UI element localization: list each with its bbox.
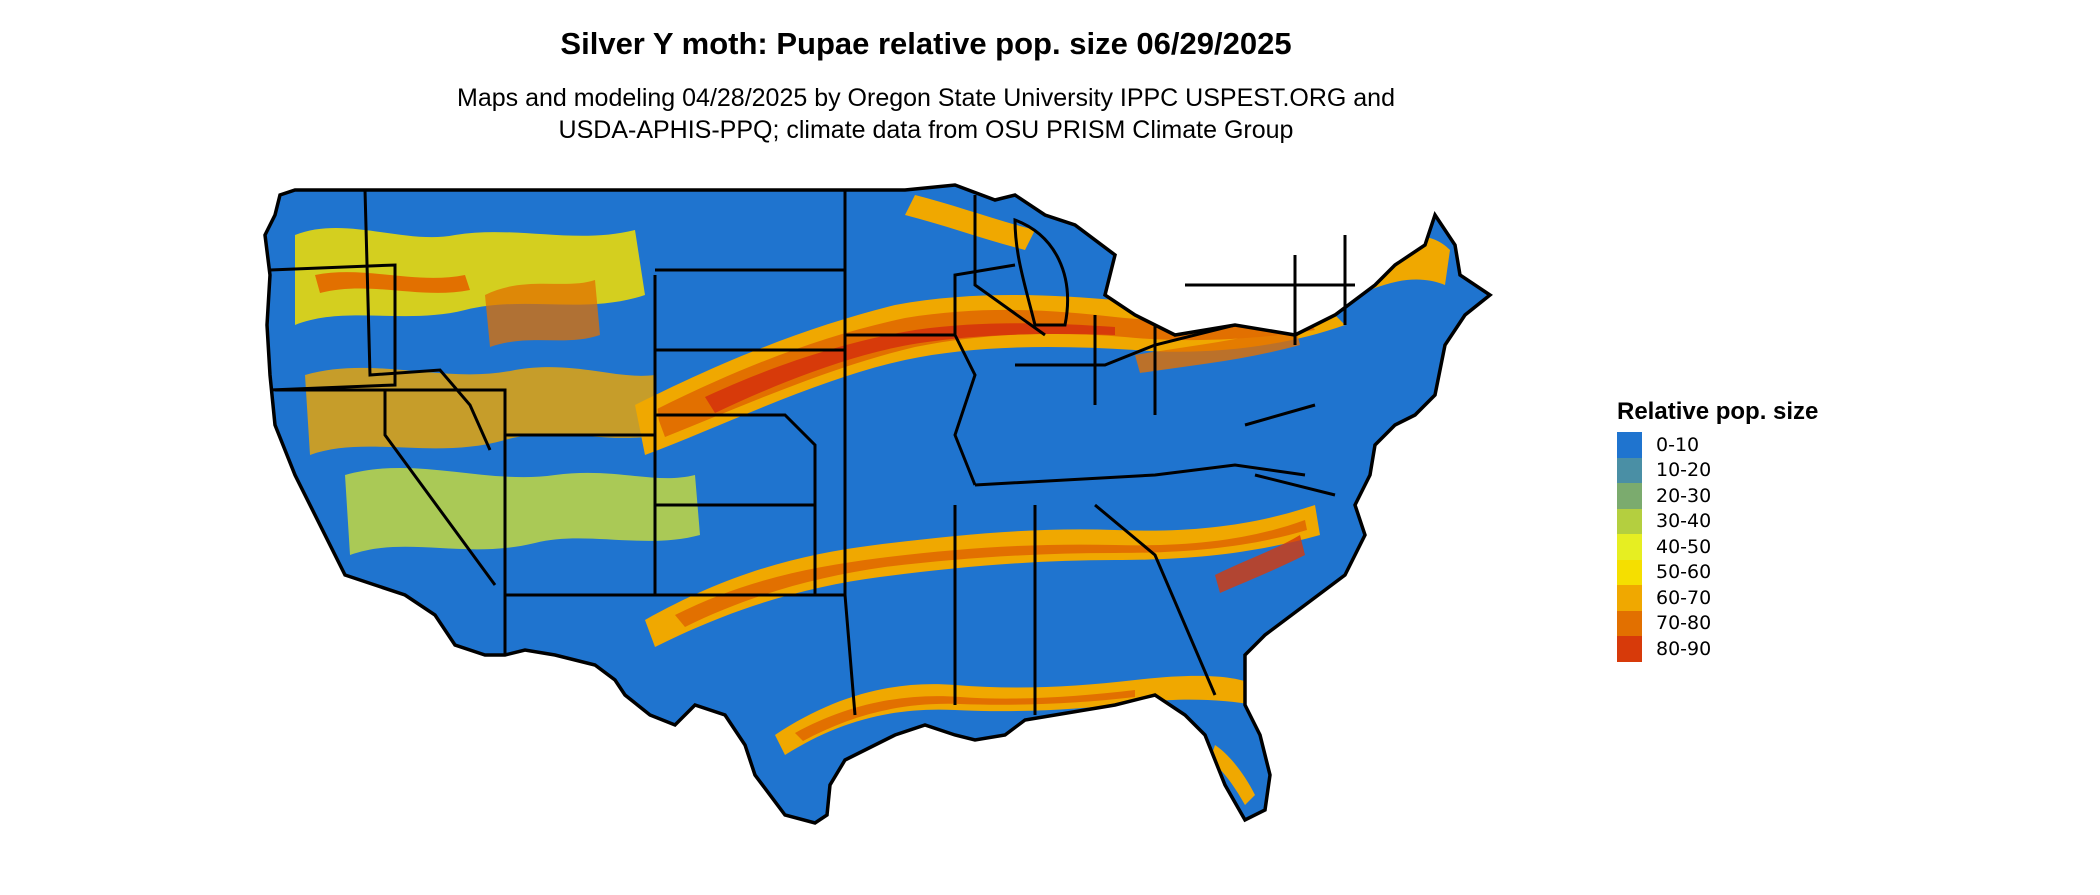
band-south-outer xyxy=(645,505,1320,647)
legend-item: 50-60 xyxy=(1617,559,1877,585)
band-florida xyxy=(1210,745,1255,805)
border-ga-sc xyxy=(1094,503,1217,696)
legend-item: 0-10 xyxy=(1617,432,1877,458)
state-borders xyxy=(269,189,1355,716)
map-subtitle: Maps and modeling 04/28/2025 by Oregon S… xyxy=(0,82,1852,146)
legend-swatch xyxy=(1617,585,1642,611)
legend-label: 50-60 xyxy=(1656,561,1712,584)
border-nc-sc xyxy=(1254,473,1336,497)
legend-swatch xyxy=(1617,534,1642,560)
band-wyoming xyxy=(485,280,600,347)
band-carolinas xyxy=(1215,535,1305,593)
us-map-svg xyxy=(263,183,1492,825)
legend-swatch xyxy=(1617,610,1642,636)
border-ks-ok xyxy=(655,503,817,595)
band-gulf-core xyxy=(795,690,1135,741)
legend-item: 60-70 xyxy=(1617,585,1877,611)
border-iowa-illinois xyxy=(845,333,977,486)
border-mississippi-west xyxy=(843,190,857,716)
border-ohio-river xyxy=(1015,323,1236,367)
border-idaho xyxy=(363,189,492,451)
border-virginia xyxy=(1244,403,1316,427)
legend-swatch xyxy=(1617,508,1642,534)
legend-item: 30-40 xyxy=(1617,508,1877,534)
legend-label: 70-80 xyxy=(1656,612,1712,635)
band-plains-core xyxy=(705,323,1115,413)
border-california-nevada xyxy=(275,388,497,586)
legend-item: 70-80 xyxy=(1617,610,1877,636)
legend-item: 10-20 xyxy=(1617,457,1877,483)
legend-label: 40-50 xyxy=(1656,535,1712,558)
band-northwest-core xyxy=(315,272,470,293)
legend-item: 80-90 xyxy=(1617,636,1877,662)
legend-item: 40-50 xyxy=(1617,534,1877,560)
band-plains-mid xyxy=(655,309,1315,437)
band-ohio xyxy=(1135,325,1300,373)
band-superior xyxy=(905,195,1035,250)
legend-swatch xyxy=(1617,483,1642,509)
map-title: Silver Y moth: Pupae relative pop. size … xyxy=(560,26,1292,61)
legend-label: 20-30 xyxy=(1656,484,1712,507)
border-tennessee xyxy=(974,463,1306,487)
legend-label: 60-70 xyxy=(1656,586,1712,609)
subtitle-line-2: USDA-APHIS-PPQ; climate data from OSU PR… xyxy=(558,116,1294,144)
legend-title: Relative pop. size xyxy=(1617,398,1819,425)
legend-swatch xyxy=(1617,457,1642,483)
legend-swatch xyxy=(1617,432,1642,458)
legend-label: 10-20 xyxy=(1656,459,1712,482)
legend-label: 0-10 xyxy=(1656,433,1700,456)
band-southwest xyxy=(345,467,700,555)
subtitle-line-1: Maps and modeling 04/28/2025 by Oregon S… xyxy=(457,84,1395,112)
legend: Relative pop. size 0-10 10-20 20-30 30-4… xyxy=(1617,398,1877,662)
border-wisconsin xyxy=(953,263,1016,335)
heat-bands xyxy=(295,195,1450,805)
border-colorado xyxy=(505,433,657,597)
us-map xyxy=(255,175,1590,895)
legend-swatch xyxy=(1617,636,1642,662)
border-ne-ks xyxy=(655,413,817,505)
legend-swatch xyxy=(1617,559,1642,585)
border-michigan xyxy=(973,195,1046,337)
border-washington-oregon xyxy=(269,263,397,392)
border-lower-michigan xyxy=(1013,217,1070,327)
legend-items: 0-10 10-20 20-30 30-40 40-50 50-60 60-70… xyxy=(1617,432,1877,662)
border-nevada-utah xyxy=(385,388,507,555)
legend-label: 30-40 xyxy=(1656,510,1712,533)
legend-label: 80-90 xyxy=(1656,637,1712,660)
legend-item: 20-30 xyxy=(1617,483,1877,509)
band-south-core xyxy=(675,520,1307,627)
